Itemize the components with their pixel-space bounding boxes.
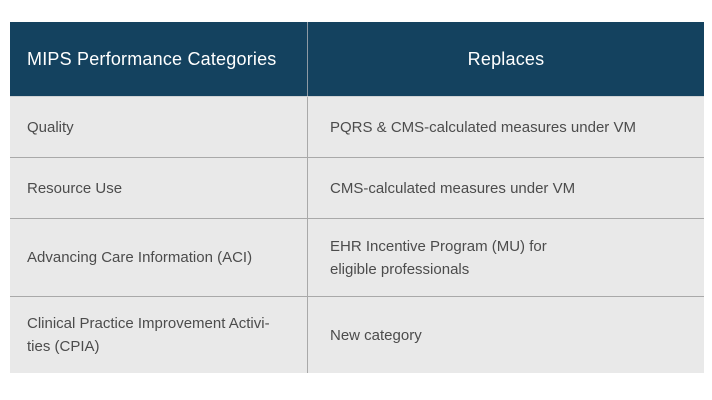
replaces-cell: New category <box>330 326 422 344</box>
replaces-cell: CMS-calculated measures under VM <box>330 179 576 197</box>
table-row-quality: Quality PQRS & CMS-calculated measures u… <box>10 97 704 157</box>
category-cell: Clinical Practice Improvement Activi- ti… <box>10 297 308 373</box>
table-row-clinical-practice-improvement: Clinical Practice Improvement Activi- ti… <box>10 296 704 373</box>
header-cell-mips-performance-categories: MIPS Performance Categories <box>10 22 308 96</box>
replaces-cell: PQRS & CMS-calculated measures under VM <box>330 118 636 136</box>
table-row-resource-use: Resource Use CMS-calculated measures und… <box>10 157 704 218</box>
mips-replaces-table: MIPS Performance Categories Replaces Qua… <box>10 22 704 373</box>
category-cell: Resource Use <box>10 158 308 218</box>
category-cell: Quality <box>10 97 308 157</box>
table-header-row: MIPS Performance Categories Replaces <box>10 22 704 97</box>
header-cell-replaces: Replaces <box>467 48 545 69</box>
category-cell: Advancing Care Information (ACI) <box>10 219 308 296</box>
table-row-advancing-care-information: Advancing Care Information (ACI) EHR Inc… <box>10 218 704 296</box>
replaces-cell: EHR Incentive Program (MU) for eligible … <box>330 237 547 278</box>
